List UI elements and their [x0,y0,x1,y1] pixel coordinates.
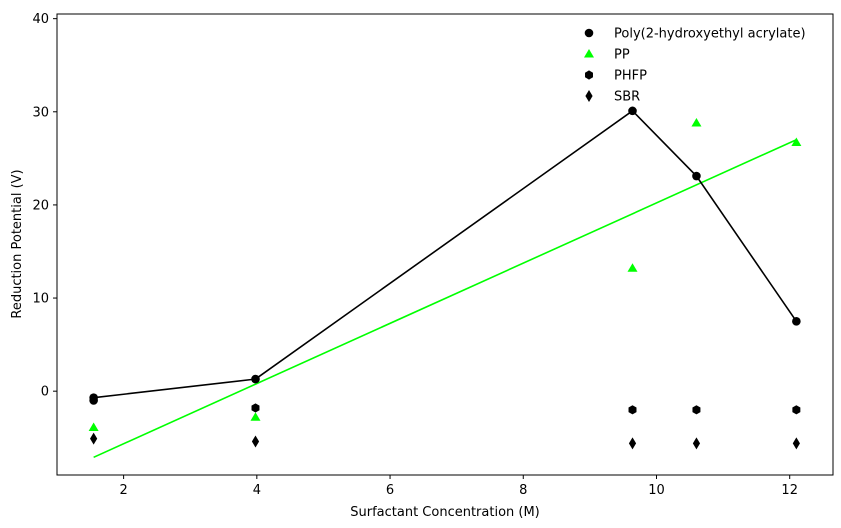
data-point [692,405,701,415]
y-tick-label: 10 [32,292,49,307]
y-tick-label: 30 [32,105,49,120]
legend-label: PP [614,48,630,63]
data-point [90,432,98,445]
y-axis-ticks: 0 10 20 30 40 [32,12,57,400]
legend-label: Poly(2-hydroxyethyl acrylate) [614,27,806,42]
fit-line [93,138,797,459]
x-tick-label: 4 [253,483,261,498]
legend-label: PHFP [614,69,647,84]
x-axis-label: Surfactant Concentration (M) [350,505,540,520]
data-point [251,435,260,448]
data-point [89,396,98,405]
data-point [691,117,702,127]
legend: Poly(2-hydroxyethyl acrylate) PP PHFP SBR [584,27,806,105]
data-point [251,403,260,413]
y-tick-label: 0 [41,385,49,400]
data-point [792,405,801,415]
x-axis-ticks: 2 4 6 8 10 12 [119,475,798,498]
x-tick-label: 10 [648,483,665,498]
x-tick-label: 2 [119,483,127,498]
data-point [628,106,637,116]
legend-marker [585,90,593,102]
data-point [692,437,701,450]
data-point [791,137,802,147]
x-tick-label: 6 [386,483,394,498]
data-point [628,405,637,415]
data-point [250,412,261,421]
x-tick-label: 8 [519,483,527,498]
data-point [692,171,701,181]
data-point [627,263,638,272]
x-tick-label: 12 [781,483,798,498]
y-tick-label: 40 [32,12,49,27]
y-axis-label: Reduction Potential (V) [10,169,25,318]
y-tick-label: 20 [32,198,49,213]
legend-marker [584,49,594,58]
data-point [628,437,637,450]
legend-marker [585,70,593,80]
data-point [792,437,800,450]
data-point [251,374,260,384]
data-markers [88,106,802,450]
legend-label: SBR [614,90,640,105]
data-point [88,422,99,432]
data-point [792,317,801,326]
legend-marker [584,28,594,38]
